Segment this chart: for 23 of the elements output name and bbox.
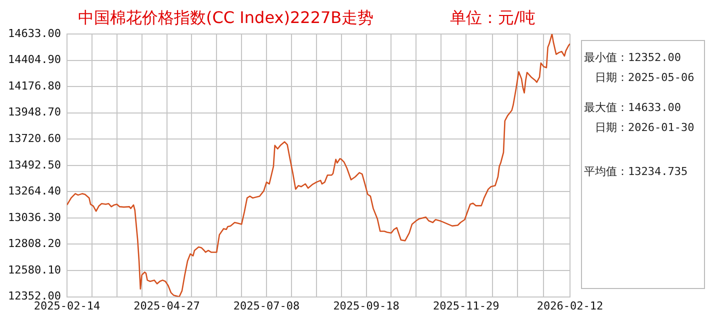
y-tick-label: 13492.50	[8, 158, 61, 172]
x-tick-label: 2026-02-12	[536, 299, 604, 312]
y-tick-label: 14176.80	[8, 79, 61, 92]
text: 日期：2026-01-30	[594, 120, 694, 134]
x-tick-label: 2025-09-18	[333, 299, 400, 312]
x-tick-label: 2025-07-08	[233, 299, 300, 312]
chart-title: 中国棉花价格指数(CC Index)2227B走势	[78, 8, 374, 29]
y-tick-label: 13948.70	[8, 106, 61, 119]
y-tick-label: 12808.20	[8, 237, 61, 250]
text: 最小值：12352.00	[584, 50, 681, 64]
y-tick-label: 13264.40	[8, 184, 61, 198]
y-tick-label: 14404.90	[8, 53, 61, 66]
x-tick-label: 2025-11-29	[432, 299, 500, 312]
text: 平均值：13234.735	[584, 164, 688, 178]
text: 日期：2025-05-06	[594, 70, 694, 84]
y-tick-label: 12580.10	[8, 263, 61, 276]
y-tick-label: 13036.30	[8, 210, 61, 224]
y-tick-label: 13720.60	[8, 132, 61, 145]
text: 最大值：14633.00	[584, 100, 681, 114]
chart-subtitle: 单位：元/吨	[450, 8, 536, 29]
x-tick-label: 2025-02-14	[34, 299, 100, 312]
x-tick-label: 2025-04-27	[134, 299, 200, 312]
y-tick-label: 14633.00	[8, 26, 61, 40]
